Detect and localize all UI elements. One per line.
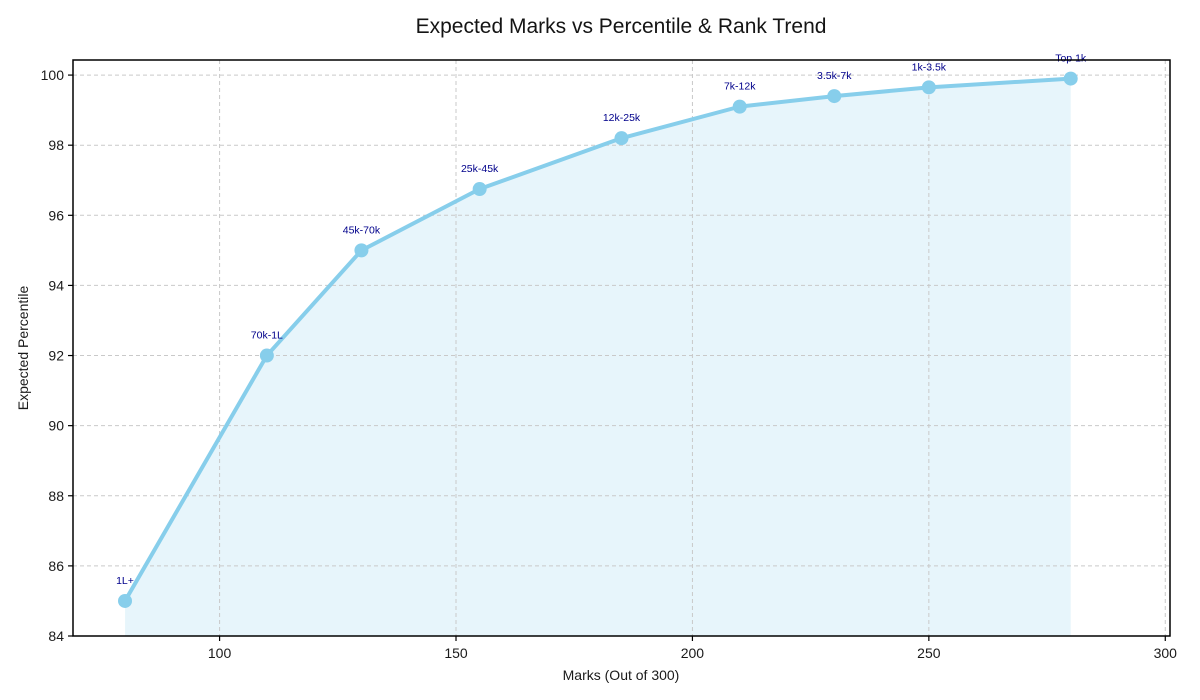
y-tick-label: 86 bbox=[48, 558, 64, 574]
data-point bbox=[259, 348, 274, 363]
axes-spines-layer bbox=[72, 59, 1171, 637]
data-point bbox=[614, 131, 629, 146]
x-tick-label: 200 bbox=[681, 645, 705, 661]
data-point bbox=[1063, 71, 1078, 86]
data-point bbox=[921, 80, 936, 95]
y-tick-label: 84 bbox=[48, 628, 64, 644]
data-point bbox=[118, 593, 133, 608]
rank-annotation: 25k-45k bbox=[461, 163, 499, 175]
x-tick-label: 150 bbox=[444, 645, 468, 661]
tick-marks-layer bbox=[68, 74, 1166, 641]
data-point bbox=[354, 243, 369, 258]
rank-annotation: 45k-70k bbox=[343, 224, 381, 236]
plot-border bbox=[72, 59, 1171, 637]
rank-annotation: Top 1k bbox=[1055, 53, 1087, 65]
data-point bbox=[472, 182, 487, 197]
y-tick-label: 98 bbox=[48, 137, 64, 153]
y-tick-label: 88 bbox=[48, 488, 64, 504]
annotations-layer: 1L+ 70k-1L 45k-70k 25k-45k 12k-25k 7k-12k 3.5k… bbox=[116, 53, 1087, 587]
rank-annotation: 3.5k-7k bbox=[817, 70, 852, 82]
area-fill-layer bbox=[125, 78, 1071, 637]
rank-annotation: 1k-3.5k bbox=[912, 61, 947, 73]
x-tick-label: 100 bbox=[208, 645, 232, 661]
x-axis-label: Marks (Out of 300) bbox=[563, 667, 680, 683]
chart-title: Expected Marks vs Percentile & Rank Tren… bbox=[416, 15, 827, 38]
tick-labels-layer: 100 150 200 250 300 84 86 88 90 92 94 96 98 100 bbox=[41, 67, 1178, 661]
area-fill bbox=[125, 78, 1071, 637]
x-tick-label: 250 bbox=[917, 645, 941, 661]
series-layer bbox=[118, 71, 1078, 608]
y-tick-label: 100 bbox=[41, 67, 65, 83]
y-tick-label: 90 bbox=[48, 418, 64, 434]
y-tick-label: 94 bbox=[48, 277, 64, 293]
y-tick-label: 92 bbox=[48, 348, 64, 364]
rank-annotation: 1L+ bbox=[116, 575, 134, 587]
rank-annotation: 7k-12k bbox=[724, 81, 756, 93]
y-axis-label: Expected Percentile bbox=[15, 286, 31, 411]
x-tick-label: 300 bbox=[1154, 645, 1178, 661]
rank-annotation: 70k-1L bbox=[251, 330, 283, 342]
y-tick-label: 96 bbox=[48, 207, 64, 223]
data-point bbox=[732, 99, 747, 114]
data-point bbox=[827, 89, 842, 104]
rank-annotation: 12k-25k bbox=[603, 112, 641, 124]
